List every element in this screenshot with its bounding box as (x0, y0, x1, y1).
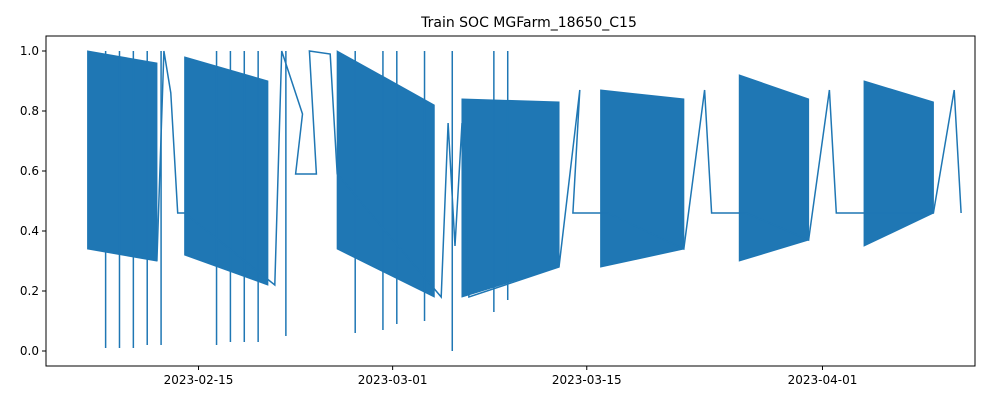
plot-frame (45, 35, 976, 367)
series-line (87, 50, 962, 351)
soc-transition-path (156, 50, 962, 299)
series-layer (87, 50, 962, 351)
x-tick-label: 2023-04-01 (788, 373, 858, 387)
y-axis: 0.0 0.2 0.4 0.6 0.8 1.0 (20, 44, 46, 358)
x-tick-label: 2023-02-15 (164, 373, 234, 387)
soc-cycle-block (600, 89, 685, 268)
soc-cycle-block (738, 74, 810, 262)
y-tick-label: 0.4 (20, 224, 39, 238)
y-tick-label: 0.6 (20, 164, 39, 178)
y-tick-label: 0.8 (20, 104, 39, 118)
x-tick-label: 2023-03-15 (552, 373, 622, 387)
y-tick-label: 0.2 (20, 284, 39, 298)
y-tick-label: 0.0 (20, 344, 39, 358)
x-tick-label: 2023-03-01 (358, 373, 428, 387)
soc-cycle-block (184, 56, 269, 286)
x-axis: 2023-02-15 2023-03-01 2023-03-15 2023-04-01 (164, 366, 858, 387)
soc-cycle-block (336, 50, 435, 298)
soc-cycle-block (461, 98, 560, 298)
y-tick-label: 1.0 (20, 44, 39, 58)
chart-title: Train SOC MGFarm_18650_C15 (420, 15, 637, 31)
soc-cycle-block (863, 80, 934, 247)
